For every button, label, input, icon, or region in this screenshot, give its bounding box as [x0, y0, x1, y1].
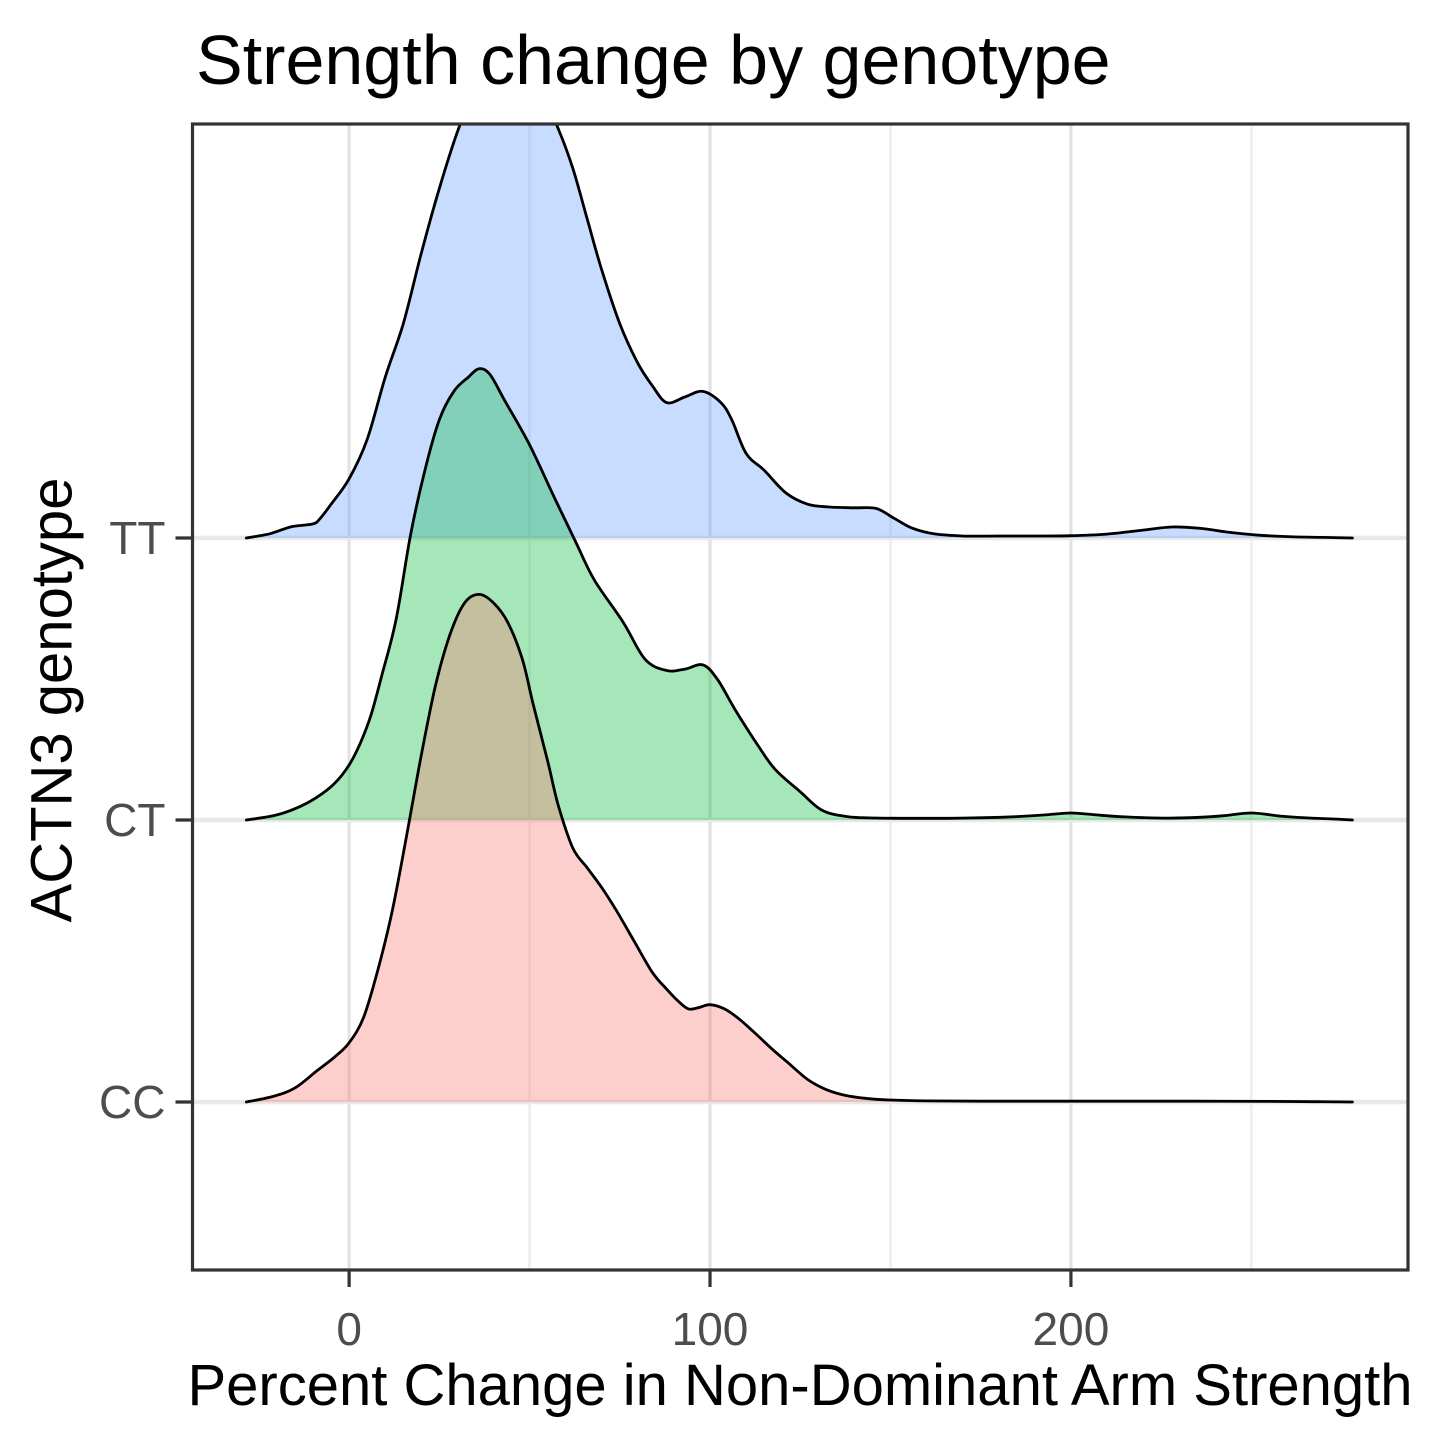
x-axis-title: Percent Change in Non-Dominant Arm Stren…	[187, 1353, 1413, 1418]
panel-border	[190, 122, 1410, 1272]
ridge-line-CC	[244, 593, 1354, 1104]
x-tick-label-200: 200	[1033, 1303, 1110, 1355]
panel-background	[192, 124, 1408, 1270]
chart-title: Strength change by genotype	[196, 21, 1111, 99]
ridge-fill-CC	[246, 594, 1353, 1102]
ridge-line-TT	[244, 124, 1354, 540]
y-category-label-CT: CT	[104, 794, 165, 846]
x-tick-label-0: 0	[336, 1303, 362, 1355]
ridges-group	[244, 124, 1354, 1104]
ridge-line-CT	[244, 367, 1354, 822]
y-category-label-TT: TT	[109, 512, 165, 564]
x-tick-label-100: 100	[672, 1303, 749, 1355]
ridge-fill-CT	[246, 368, 1353, 820]
y-category-label-CC: CC	[99, 1076, 165, 1128]
